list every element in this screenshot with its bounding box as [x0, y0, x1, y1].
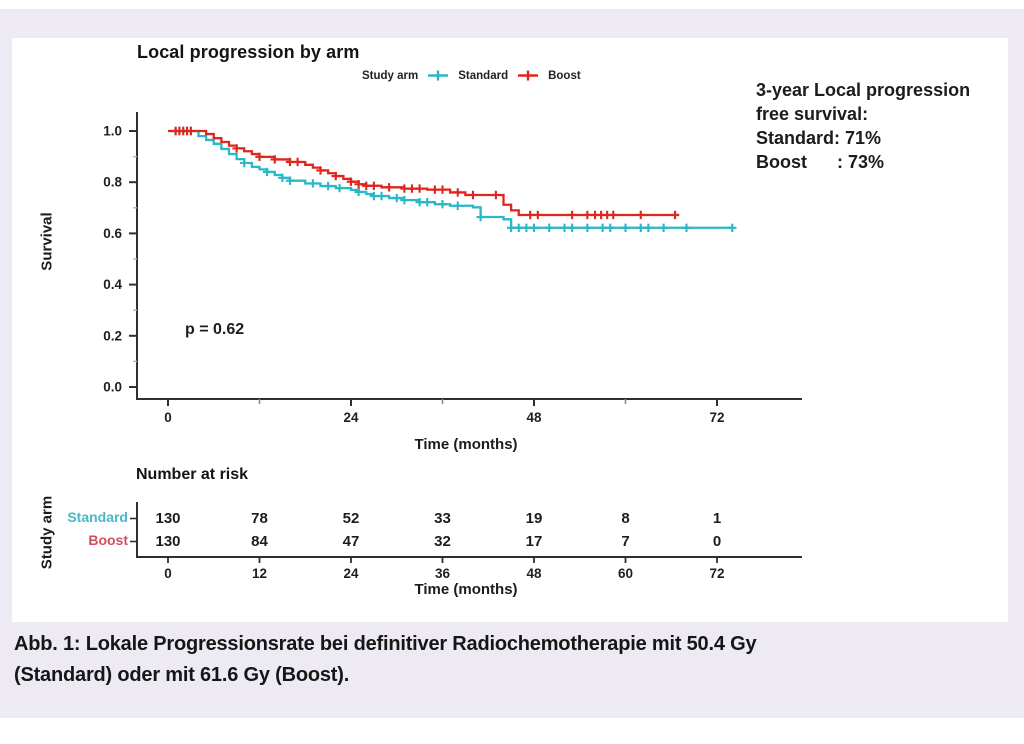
risk-row-label-standard: Standard — [67, 509, 128, 525]
risk-value-standard-36: 33 — [434, 510, 451, 527]
annotation-line-4: Boost : 73% — [756, 152, 885, 172]
x-tick-label: 0 — [164, 410, 172, 425]
risk-row-label-boost: Boost — [88, 532, 128, 548]
censor-marks-standard — [171, 126, 737, 232]
risk-table-title: Number at risk — [136, 466, 249, 483]
risk-value-boost-0: 130 — [155, 533, 180, 550]
figure-panel: Local progression by arm Study arm Stand… — [12, 38, 1008, 622]
risk-x-tick-label: 60 — [618, 566, 633, 581]
risk-x-tick-label: 24 — [343, 566, 359, 581]
risk-value-standard-60: 8 — [621, 510, 629, 527]
risk-value-standard-72: 1 — [713, 510, 721, 527]
y-tick-label: 1.0 — [103, 124, 122, 139]
risk-value-boost-48: 17 — [526, 533, 543, 550]
p-value-label: p = 0.62 — [185, 321, 245, 338]
x-tick-label: 24 — [343, 410, 359, 425]
y-tick-label: 0.8 — [103, 175, 122, 190]
y-tick-label: 0.2 — [103, 328, 122, 343]
risk-value-boost-12: 84 — [251, 533, 268, 550]
annotation-line-1: 3-year Local progression — [756, 80, 971, 100]
risk-value-standard-48: 19 — [526, 510, 543, 527]
three-year-annotation: 3-year Local progression free survival: … — [756, 78, 970, 174]
risk-x-tick-label: 0 — [164, 566, 172, 581]
y-tick-label: 0.0 — [103, 380, 122, 395]
risk-value-boost-72: 0 — [713, 533, 721, 550]
risk-value-standard-24: 52 — [343, 510, 360, 527]
legend: Study arm Standard Boost — [362, 69, 581, 82]
legend-entry-boost: Boost — [548, 69, 581, 82]
risk-x-tick-label: 48 — [526, 566, 542, 581]
risk-x-tick-label: 72 — [709, 566, 724, 581]
x-axis-label: Time (months) — [414, 436, 518, 453]
risk-x-tick-label: 36 — [435, 566, 451, 581]
risk-value-boost-36: 32 — [434, 533, 451, 550]
risk-value-standard-0: 130 — [155, 510, 180, 527]
km-survival-plot: 1.0 0.8 0.6 0.4 0.2 0.0 0 24 48 72 — [103, 112, 802, 425]
risk-value-boost-60: 7 — [621, 533, 629, 550]
x-tick-label: 48 — [526, 410, 542, 425]
caption-line-2: (Standard) oder mit 61.6 Gy (Boost). — [14, 664, 350, 686]
y-tick-label: 0.6 — [103, 226, 122, 241]
chart-title: Local progression by arm — [137, 42, 360, 62]
standard-plus-icon — [428, 70, 449, 81]
risk-value-standard-12: 78 — [251, 510, 268, 527]
legend-title: Study arm — [362, 69, 419, 82]
risk-value-boost-24: 47 — [343, 533, 360, 550]
y-tick-label: 0.4 — [103, 277, 122, 292]
risk-x-axis-label: Time (months) — [414, 581, 518, 598]
km-curve-standard — [168, 129, 733, 229]
caption-line-1: Abb. 1: Lokale Progressionsrate bei defi… — [14, 633, 757, 655]
boost-plus-icon — [518, 70, 539, 81]
censor-marks-boost — [171, 126, 680, 220]
number-at-risk-table: 130 78 52 33 19 8 1 130 84 47 32 17 7 0 0 12 24 36 48 60 72 — [130, 502, 802, 581]
annotation-line-2: free survival: — [756, 104, 869, 124]
legend-entry-standard: Standard — [458, 69, 509, 82]
x-tick-label: 72 — [709, 410, 724, 425]
risk-x-tick-label: 12 — [252, 566, 267, 581]
figure-caption: Abb. 1: Lokale Progressionsrate bei defi… — [14, 629, 757, 691]
annotation-line-3: Standard: 71% — [756, 128, 882, 148]
